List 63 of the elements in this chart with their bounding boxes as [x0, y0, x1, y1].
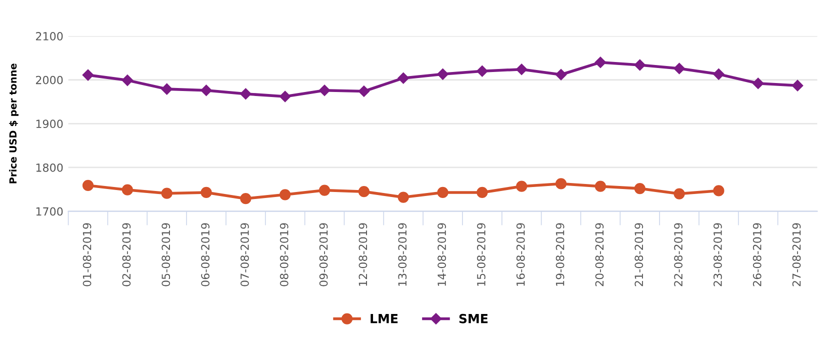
point [240, 193, 252, 204]
point [122, 74, 134, 86]
point [516, 180, 528, 192]
y-tick-label: 1800 [36, 163, 63, 172]
point [437, 68, 448, 80]
x-tick-label: 05-08-2019 [162, 223, 170, 286]
point [200, 186, 212, 198]
x-tick-label: 26-08-2019 [752, 223, 762, 286]
x-tick-label: 06-08-2019 [201, 223, 210, 286]
x-tick-label: 09-08-2019 [319, 223, 328, 286]
point [634, 182, 646, 194]
x-tick-label: 14-08-2019 [438, 223, 446, 286]
point [82, 180, 94, 192]
point [555, 69, 567, 80]
point [82, 69, 94, 81]
x-tick-label: 23-08-2019 [714, 223, 722, 286]
point [674, 62, 685, 74]
point [713, 185, 724, 196]
point [240, 88, 252, 100]
point [200, 84, 212, 96]
x-tick-label: 22-08-2019 [674, 223, 682, 286]
y-tick-label: 1700 [36, 207, 63, 216]
x-tick-label: 16-08-2019 [516, 223, 525, 286]
point [634, 59, 646, 71]
point [161, 83, 172, 95]
point [674, 188, 685, 200]
point [280, 90, 291, 102]
point [280, 189, 291, 200]
point [713, 68, 724, 80]
x-tick-label: 02-08-2019 [122, 223, 131, 286]
x-tick-label: 27-08-2019 [792, 223, 801, 286]
y-tick-label: 2100 [36, 32, 63, 40]
point [594, 180, 606, 192]
x-tick-label: 20-08-2019 [595, 223, 604, 286]
y-tick-label: 1900 [36, 120, 63, 128]
point [398, 72, 409, 84]
point [476, 186, 488, 198]
x-tick-label: 19-08-2019 [556, 223, 564, 286]
x-tick-label: 15-08-2019 [477, 223, 486, 286]
point [318, 184, 330, 196]
point [358, 86, 370, 97]
point [122, 184, 133, 196]
point [594, 56, 606, 68]
point [358, 186, 370, 198]
point [161, 188, 172, 199]
x-tick-label: 08-08-2019 [280, 223, 288, 286]
x-tick-label: 21-08-2019 [634, 223, 644, 286]
x-tick-label: 07-08-2019 [240, 223, 249, 286]
point [516, 64, 528, 75]
legend-label: LME [370, 314, 398, 324]
legend-label: SME [459, 314, 488, 324]
point [318, 84, 330, 96]
x-tick-label: 01-08-2019 [82, 223, 92, 286]
point [752, 78, 764, 89]
point [437, 186, 448, 198]
x-tick-label: 12-08-2019 [358, 223, 368, 286]
point [555, 178, 567, 190]
point [476, 66, 488, 77]
y-tick-label: 2000 [36, 76, 63, 84]
point [398, 192, 409, 203]
x-tick-label: 13-08-2019 [398, 223, 407, 286]
point [792, 80, 804, 92]
y-axis-title: Price USD $ per tonne [9, 64, 19, 184]
